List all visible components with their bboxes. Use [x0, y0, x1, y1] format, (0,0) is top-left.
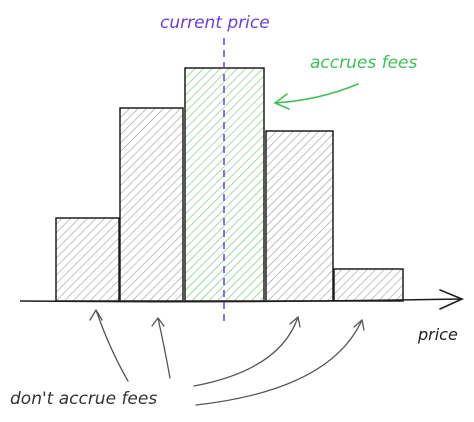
arrow-4 [195, 319, 363, 406]
accrues-fees-label: accrues fees [310, 53, 417, 73]
liquidity-bar [333, 268, 404, 302]
axis-arrowhead [439, 289, 465, 310]
arrow-3 [193, 316, 299, 387]
dont-accrue-arrows [89, 309, 365, 406]
liquidity-bars [55, 67, 404, 302]
current-price-label: current price [160, 13, 270, 33]
dont-accrue-label: don't accrue fees [10, 389, 157, 409]
arrow-2 [157, 317, 171, 379]
liquidity-bar [55, 217, 120, 302]
accrues-fees-arrow [274, 83, 359, 110]
liquidity-bar [265, 130, 334, 302]
liquidity-bar [119, 107, 184, 302]
arrow-1 [95, 309, 129, 382]
price-axis-label: price [417, 325, 458, 344]
price-axis [19, 289, 465, 310]
